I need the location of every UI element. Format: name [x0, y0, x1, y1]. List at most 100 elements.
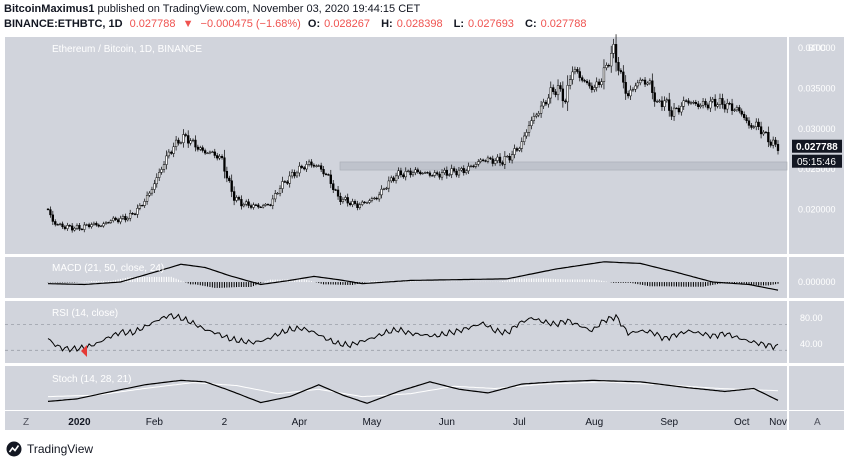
candle [150, 186, 154, 196]
rsi-line [47, 313, 779, 353]
candle [310, 159, 313, 168]
candle [293, 169, 296, 179]
candle [465, 168, 468, 175]
auto-scale-button[interactable]: A [814, 417, 821, 428]
candle [361, 200, 364, 207]
candle [629, 85, 632, 101]
ohlc-legend: BINANCE:ETHBTC, 1D 0.027788 ▼ −0.000475 … [4, 18, 595, 32]
candle [104, 221, 108, 225]
candle [201, 145, 204, 153]
candle [206, 152, 209, 155]
rsi-pane[interactable] [5, 301, 787, 363]
candle [119, 215, 122, 225]
candle [208, 150, 212, 155]
candle [643, 76, 647, 87]
candle [143, 198, 146, 208]
candle [740, 108, 743, 117]
author-name[interactable]: BitcoinMaximus1 [4, 3, 95, 15]
last-price: 0.027788 [129, 18, 176, 30]
candle [278, 185, 282, 197]
candle [663, 96, 666, 111]
candle [426, 171, 429, 174]
candle [189, 138, 192, 146]
candle [138, 203, 142, 211]
candle [653, 86, 656, 107]
candle [568, 75, 572, 90]
candle [264, 202, 267, 207]
time-tick-label: Jun [439, 417, 455, 428]
candle [283, 180, 287, 184]
candle [588, 79, 591, 89]
stoch-pane[interactable] [5, 366, 787, 410]
candle [187, 130, 190, 148]
candle [474, 162, 477, 169]
candle [484, 159, 487, 163]
candle [392, 175, 395, 183]
tradingview-logo-icon [6, 441, 22, 457]
candle [687, 98, 690, 106]
macd-line [48, 261, 779, 291]
candle [382, 187, 386, 191]
candle [660, 96, 664, 111]
candle [523, 132, 526, 146]
candle [518, 146, 521, 152]
candle [240, 195, 243, 210]
candle [399, 167, 403, 178]
candle [136, 204, 139, 218]
time-axis[interactable] [5, 411, 787, 430]
candle [414, 167, 417, 176]
candle [199, 145, 202, 152]
candle [610, 45, 613, 73]
candle [491, 155, 494, 167]
macd-axis[interactable] [789, 257, 844, 298]
candle [116, 217, 120, 224]
candle [728, 101, 731, 106]
candle [223, 149, 226, 179]
candle [387, 176, 390, 193]
time-tick-label: Oct [734, 417, 750, 428]
brand-name[interactable]: TradingView [27, 442, 94, 456]
candle [718, 93, 722, 109]
candle [486, 155, 490, 164]
candle [102, 221, 105, 228]
time-tick-label: Nov [769, 417, 787, 428]
zoom-z-button[interactable]: Z [23, 417, 29, 428]
candle [218, 154, 221, 161]
macd-label: MACD (21, 50, close, 24) [52, 263, 164, 274]
stoch-k-line [47, 379, 779, 404]
candle [709, 96, 712, 113]
candle [303, 166, 306, 171]
candle [677, 105, 681, 115]
candle [566, 75, 569, 111]
candle [349, 201, 352, 207]
candle [329, 169, 332, 189]
candle [436, 170, 439, 176]
candle [259, 206, 262, 209]
stoch-axis[interactable] [789, 366, 844, 410]
candle [49, 206, 52, 218]
time-tick-label: 2 [222, 417, 228, 428]
candle [73, 226, 76, 232]
candle [590, 82, 594, 93]
open-label: O: [307, 18, 321, 30]
candle [397, 167, 400, 179]
candle [66, 222, 69, 231]
macd-axis-zero: 0.000000 [798, 277, 836, 287]
low-value: 0.027693 [468, 18, 514, 30]
candle [170, 150, 173, 155]
candle [184, 132, 187, 138]
candle [346, 193, 349, 207]
candle [641, 78, 644, 82]
candle [469, 164, 473, 168]
published-text: published on TradingView.com, November 0… [97, 3, 421, 15]
candle [61, 221, 64, 229]
rsi-axis[interactable] [789, 301, 844, 363]
candle [477, 159, 480, 167]
candle [460, 166, 463, 172]
candle [411, 170, 415, 177]
time-tick-label: Jul [513, 417, 526, 428]
price-pane[interactable] [5, 37, 787, 254]
candle [743, 111, 746, 121]
candle [605, 62, 608, 71]
